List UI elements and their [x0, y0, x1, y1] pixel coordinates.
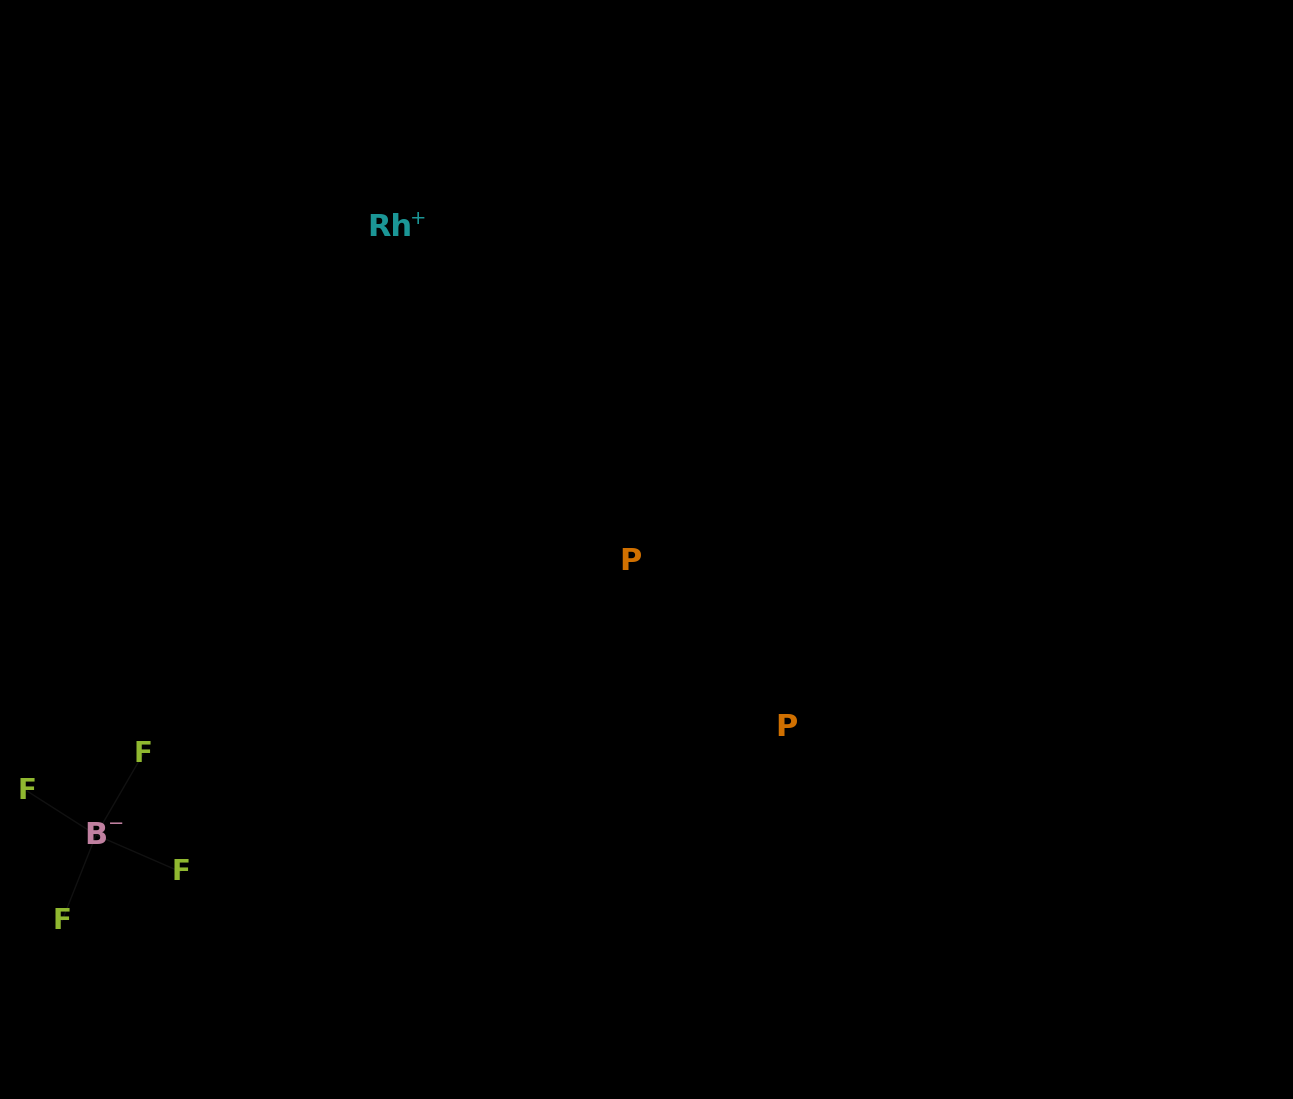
Text: F: F	[53, 907, 71, 935]
Text: F: F	[172, 858, 190, 886]
Text: P: P	[775, 713, 796, 743]
Text: Rh: Rh	[367, 213, 412, 243]
Text: P: P	[619, 547, 641, 577]
Text: +: +	[410, 209, 427, 227]
Text: −: −	[107, 813, 124, 833]
Text: B: B	[84, 821, 107, 850]
Text: F: F	[18, 777, 36, 804]
Text: F: F	[133, 740, 153, 768]
